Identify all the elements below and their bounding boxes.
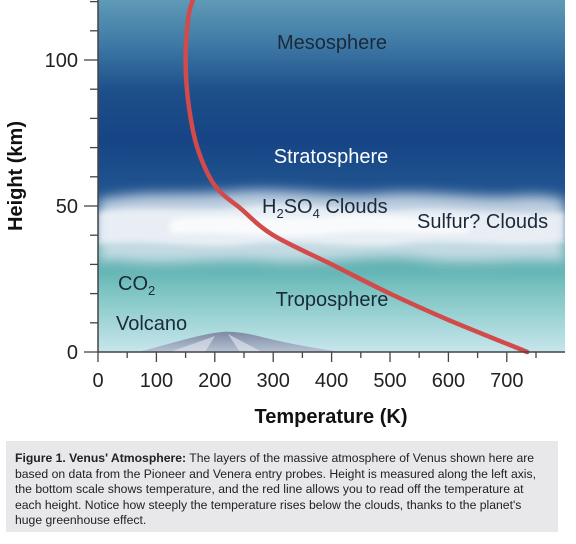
x-tick-label: 100	[140, 370, 173, 392]
x-tick-label: 400	[315, 370, 348, 392]
volcano-highlight	[170, 334, 262, 352]
caption-text: The layers of the massive atmosphere of …	[15, 451, 536, 528]
label-sulfur-clouds: Sulfur? Clouds	[417, 211, 548, 233]
label-co2: CO2	[118, 273, 155, 298]
y-axis: 0 50 100 Height (km)	[5, 0, 99, 364]
label-troposphere: Troposphere	[276, 289, 389, 311]
label-stratosphere: Stratosphere	[274, 146, 389, 168]
y-tick-label: 100	[45, 50, 78, 72]
y-tick-label: 0	[67, 342, 78, 364]
y-tick-label: 50	[56, 196, 78, 218]
x-tick-label: 300	[257, 370, 290, 392]
label-mesosphere: Mesosphere	[277, 32, 387, 54]
figure-caption: Figure 1. Venus' Atmosphere: The layers …	[6, 441, 558, 532]
x-tick-label: 500	[373, 370, 406, 392]
label-h2so4-clouds: H2SO4 Clouds	[262, 196, 388, 221]
x-axis-title: Temperature (K)	[255, 406, 408, 428]
venus-atmosphere-diagram: Mesosphere Stratosphere H2SO4 Clouds Sul…	[5, 0, 565, 428]
x-tick-label: 0	[92, 370, 103, 392]
caption-title: Figure 1. Venus' Atmosphere:	[15, 451, 187, 465]
y-axis-title: Height (km)	[5, 121, 27, 231]
label-volcano: Volcano	[116, 313, 187, 335]
cloud-layer	[98, 190, 565, 264]
atmosphere-background	[98, 0, 565, 352]
temperature-profile-line	[183, 0, 530, 355]
x-axis: 0 100 200 300 400 500 600 700 Temperature (K)	[92, 351, 565, 428]
x-tick-label: 600	[432, 370, 465, 392]
x-tick-label: 200	[198, 370, 231, 392]
x-tick-label: 700	[490, 370, 523, 392]
